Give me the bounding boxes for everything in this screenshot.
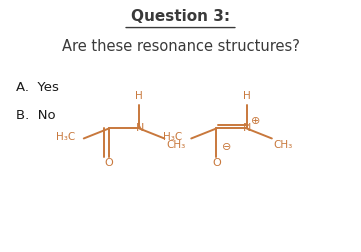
Text: O: O xyxy=(104,159,113,168)
Text: B.  No: B. No xyxy=(16,109,55,121)
Text: Question 3:: Question 3: xyxy=(131,9,230,24)
Text: N: N xyxy=(243,123,252,133)
Text: CH₃: CH₃ xyxy=(166,140,186,150)
Text: N: N xyxy=(136,123,144,133)
Text: H₃C: H₃C xyxy=(163,132,182,142)
Text: H₃C: H₃C xyxy=(56,132,75,142)
Text: O: O xyxy=(212,159,221,168)
Text: A.  Yes: A. Yes xyxy=(16,81,58,94)
Text: H: H xyxy=(243,91,251,101)
Text: Are these resonance structures?: Are these resonance structures? xyxy=(62,39,299,54)
Text: H: H xyxy=(135,91,143,101)
Text: ⊕: ⊕ xyxy=(251,115,261,125)
Text: ⊖: ⊖ xyxy=(222,142,231,152)
Text: CH₃: CH₃ xyxy=(274,140,293,150)
